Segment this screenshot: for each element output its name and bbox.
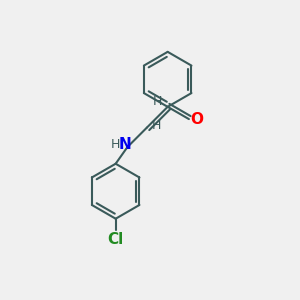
Text: O: O xyxy=(190,112,203,127)
Text: H: H xyxy=(111,138,120,151)
Text: Cl: Cl xyxy=(107,232,124,247)
Text: H: H xyxy=(153,95,163,108)
Text: H: H xyxy=(152,119,161,132)
Text: N: N xyxy=(119,136,132,152)
